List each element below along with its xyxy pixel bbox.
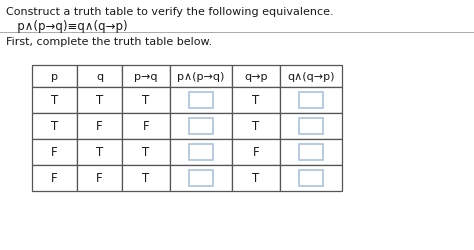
Bar [32, 88, 77, 114]
Bar [170, 66, 232, 88]
Bar [232, 165, 280, 191]
Text: p→q: p→q [134, 72, 158, 82]
Text: q∧(q→p): q∧(q→p) [287, 72, 335, 82]
Bar [32, 140, 77, 165]
Text: T: T [252, 94, 260, 107]
Bar [232, 88, 280, 114]
Text: q: q [96, 72, 103, 82]
Text: T: T [96, 94, 103, 107]
Bar [122, 66, 170, 88]
Bar [280, 88, 342, 114]
Bar [189, 118, 213, 135]
Text: p∧(p→q): p∧(p→q) [177, 72, 225, 82]
Text: T: T [51, 120, 58, 133]
Bar [32, 114, 77, 140]
Text: T: T [51, 94, 58, 107]
Bar [77, 114, 122, 140]
Bar [232, 140, 280, 165]
Bar [170, 114, 232, 140]
Text: F: F [51, 172, 58, 185]
Bar [122, 114, 170, 140]
Text: T: T [142, 172, 150, 185]
Bar [32, 66, 77, 88]
Text: T: T [252, 172, 260, 185]
Bar [280, 140, 342, 165]
Text: T: T [96, 146, 103, 159]
Bar [77, 88, 122, 114]
Bar [77, 140, 122, 165]
Text: T: T [142, 146, 150, 159]
Text: T: T [142, 94, 150, 107]
Bar [77, 165, 122, 191]
Bar [122, 88, 170, 114]
Bar [299, 92, 323, 109]
Bar [232, 114, 280, 140]
Text: T: T [252, 120, 260, 133]
Text: F: F [143, 120, 149, 133]
Bar [189, 92, 213, 109]
Bar [232, 66, 280, 88]
Bar [299, 118, 323, 135]
Bar [122, 165, 170, 191]
Bar [189, 144, 213, 161]
Text: Construct a truth table to verify the following equivalence.: Construct a truth table to verify the fo… [6, 7, 334, 17]
Bar [122, 140, 170, 165]
Text: F: F [96, 120, 103, 133]
Bar [280, 165, 342, 191]
Bar [170, 140, 232, 165]
Text: F: F [96, 172, 103, 185]
Bar [280, 114, 342, 140]
Text: p∧(p→q)≡q∧(q→p): p∧(p→q)≡q∧(q→p) [6, 20, 128, 33]
Bar [299, 170, 323, 187]
Bar [32, 165, 77, 191]
Bar [77, 66, 122, 88]
Bar [299, 144, 323, 161]
Text: p: p [51, 72, 58, 82]
Bar [170, 88, 232, 114]
Text: F: F [253, 146, 259, 159]
Bar [170, 165, 232, 191]
Text: First, complete the truth table below.: First, complete the truth table below. [6, 37, 212, 47]
Bar [189, 170, 213, 187]
Text: q→p: q→p [244, 72, 268, 82]
Text: F: F [51, 146, 58, 159]
Bar [280, 66, 342, 88]
